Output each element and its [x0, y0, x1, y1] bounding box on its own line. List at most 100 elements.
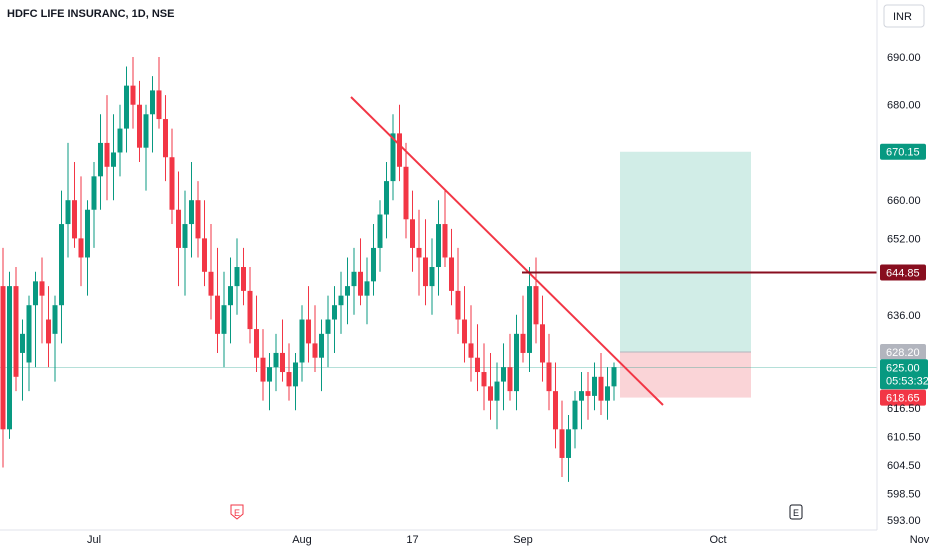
candle-body — [254, 329, 259, 358]
candle-body — [169, 157, 175, 210]
candle — [592, 362, 597, 411]
candle-body — [260, 357, 266, 382]
candle-body — [455, 290, 461, 320]
candle-body — [299, 319, 305, 363]
candle — [306, 286, 311, 363]
candle-body — [429, 267, 435, 287]
candle-body — [130, 85, 136, 105]
candle — [280, 319, 285, 382]
candle — [566, 414, 571, 482]
candle-body — [306, 319, 311, 344]
candle — [254, 295, 259, 373]
candle-body — [247, 290, 253, 330]
price-badge-label: 644.85 — [886, 268, 920, 280]
y-tick-label: 660.00 — [887, 195, 921, 207]
candle-body — [319, 333, 324, 358]
candle — [429, 238, 435, 315]
candle-body — [611, 367, 617, 387]
candle — [228, 257, 233, 344]
candle-body — [59, 224, 64, 306]
candle-body — [377, 214, 383, 248]
candle — [507, 333, 513, 401]
price-badge-label: 670.15 — [886, 147, 920, 159]
currency-button[interactable]: INR — [883, 4, 925, 28]
candle-body — [579, 391, 584, 401]
candle — [325, 295, 331, 368]
candle-body — [26, 305, 32, 363]
candle — [410, 190, 415, 272]
candle-body — [462, 319, 467, 344]
candle-body — [468, 343, 474, 358]
candle-body — [176, 209, 181, 248]
candle-body — [358, 271, 363, 296]
candle-body — [7, 286, 12, 430]
candle-body — [137, 104, 142, 148]
candle-body — [33, 281, 38, 306]
candle-body — [514, 333, 519, 392]
candle — [52, 295, 58, 382]
candle — [85, 200, 90, 296]
candle-body — [143, 114, 149, 148]
candle-body — [156, 90, 162, 120]
event-badge — [230, 504, 244, 520]
candle-body — [598, 376, 604, 401]
candle-body — [371, 247, 376, 282]
earnings-event-icon: E — [789, 504, 803, 520]
candle-body — [0, 286, 6, 430]
candle — [436, 200, 441, 296]
y-tick-label: 680.00 — [887, 100, 921, 112]
candle — [7, 271, 12, 439]
candle-body — [566, 429, 571, 458]
candle-body — [163, 119, 168, 158]
y-tick-label: 610.50 — [887, 431, 921, 443]
candle — [72, 162, 77, 248]
event-label: E — [234, 508, 240, 518]
candle — [59, 190, 64, 344]
candle-body — [124, 85, 129, 129]
candle — [540, 295, 545, 382]
price-axis[interactable]: 690.00 680.00 670.15 660.00 652.00 644.85 636.… — [880, 52, 929, 527]
candle — [520, 295, 526, 363]
candle — [442, 190, 448, 268]
candle — [598, 352, 604, 415]
candle-body — [390, 133, 396, 182]
candle — [475, 324, 480, 392]
candle — [215, 247, 220, 353]
candle-body — [494, 381, 500, 401]
candle — [553, 362, 558, 449]
candle-body — [241, 267, 246, 291]
candle — [65, 142, 71, 258]
candle — [345, 257, 350, 325]
countdown-label: 05:53:32 — [886, 375, 929, 387]
candle-body — [442, 224, 448, 258]
candle — [384, 162, 389, 239]
price-badge — [880, 143, 926, 160]
candle — [423, 219, 428, 306]
candle-body — [475, 357, 480, 373]
candle — [286, 343, 292, 401]
candle-body — [436, 224, 441, 268]
candle-body — [91, 176, 97, 210]
candle-body — [325, 319, 331, 334]
event-badge — [789, 504, 803, 520]
price-badge-label: 628.20 — [886, 347, 920, 359]
candles — [0, 57, 617, 482]
candle — [488, 352, 493, 420]
candle — [208, 224, 214, 320]
candle — [195, 181, 201, 258]
candle — [293, 352, 298, 411]
candle — [351, 247, 357, 315]
candle-body — [228, 286, 233, 306]
candle — [46, 286, 51, 368]
candle — [150, 76, 155, 153]
candle — [26, 295, 32, 392]
stop-zone — [620, 351, 751, 398]
candle-body — [65, 200, 71, 225]
candle — [130, 57, 136, 129]
time-axis[interactable]: JulAug17SepOctNov16Dec2024 — [87, 534, 932, 546]
candle — [527, 267, 532, 373]
candle-body — [507, 367, 513, 392]
candle — [533, 257, 539, 344]
candle — [390, 114, 396, 201]
